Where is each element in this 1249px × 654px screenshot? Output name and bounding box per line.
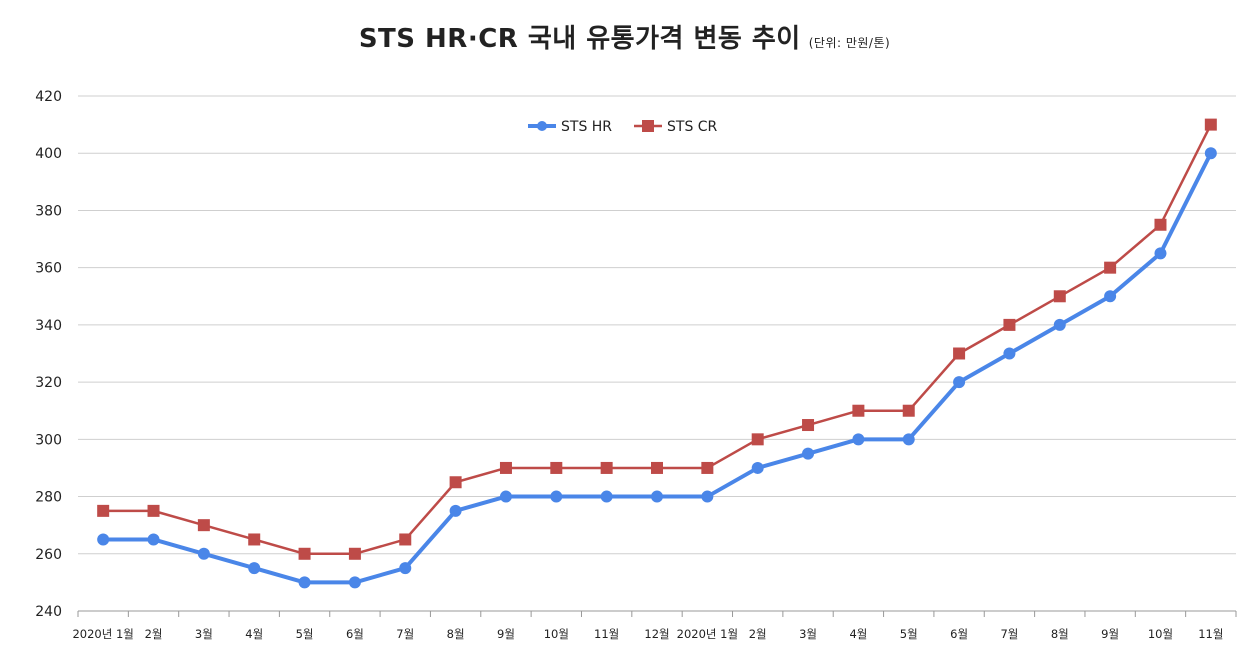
gridlines	[78, 95, 1236, 612]
y-tick-label: 400	[35, 146, 62, 162]
data-point	[802, 447, 815, 460]
series-line	[103, 152, 1213, 585]
x-tick-label: 2월	[145, 627, 163, 641]
data-point	[651, 490, 663, 503]
legend-marker	[537, 121, 547, 131]
data-point	[348, 547, 361, 560]
data-point	[651, 461, 663, 474]
y-tick-label: 260	[35, 547, 62, 563]
data-point	[97, 504, 110, 517]
x-tick-label: 6월	[950, 627, 968, 641]
data-point	[1053, 318, 1066, 331]
data-point	[802, 419, 815, 432]
data-point	[701, 490, 714, 503]
chart-title: STS HR·CR 국내 유통가격 변동 추이 (단위: 만원/톤)	[0, 18, 1249, 55]
data-point	[1204, 118, 1217, 131]
data-point	[1204, 147, 1217, 160]
data-point	[1003, 347, 1016, 360]
data-point	[953, 347, 966, 360]
data-point	[298, 547, 311, 560]
data-point	[550, 490, 563, 503]
data-point	[399, 533, 412, 546]
data-point	[248, 533, 261, 546]
data-point	[1154, 247, 1167, 260]
y-tick-label: 360	[35, 261, 62, 277]
data-point	[701, 461, 714, 474]
x-tick-label: 2020년 1월	[72, 627, 133, 641]
x-tick-label: 4월	[849, 627, 867, 641]
y-tick-label: 420	[35, 89, 62, 105]
x-tick-label: 8월	[1051, 627, 1069, 641]
y-tick-label: 280	[35, 490, 62, 506]
legend-label: STS HR	[561, 119, 612, 135]
data-point	[1154, 218, 1167, 231]
data-point	[147, 533, 160, 546]
data-point	[600, 490, 613, 503]
data-point	[147, 504, 160, 517]
y-tick-label: 240	[35, 604, 62, 620]
y-tick-label: 340	[35, 318, 62, 334]
chart-unit-label: (단위: 만원/톤)	[808, 36, 891, 50]
data-point	[1104, 261, 1117, 274]
series-line	[103, 124, 1212, 556]
data-point	[97, 533, 110, 546]
data-point	[499, 490, 512, 503]
data-point	[449, 476, 462, 489]
y-axis: 240 260 280 300 320 340 360 380 400 420	[35, 89, 62, 620]
x-tick-label: 12월	[644, 627, 669, 641]
x-tick-label: 8월	[447, 627, 465, 641]
x-axis: 2020년 1월 2월 3월 4월 5월 6월 7월 8월 9월 10월 11월 12월 2020년 1…	[72, 611, 1237, 641]
data-point	[600, 461, 613, 474]
legend-label: STS CR	[667, 119, 718, 135]
x-tick-label: 10월	[1148, 627, 1173, 641]
data-point	[197, 547, 210, 560]
x-tick-label: 10월	[544, 627, 569, 641]
x-tick-label: 2월	[749, 627, 767, 641]
data-point	[197, 519, 210, 532]
data-point	[248, 562, 261, 575]
x-tick-label: 9월	[1101, 627, 1119, 641]
x-tick-label: 5월	[296, 627, 314, 641]
data-point	[298, 576, 311, 589]
data-point	[550, 461, 563, 474]
data-point	[852, 404, 865, 417]
data-point	[399, 562, 412, 575]
y-tick-label: 300	[35, 432, 62, 448]
data-point	[449, 504, 462, 517]
data-point	[902, 433, 915, 446]
x-tick-label: 11월	[1198, 627, 1223, 641]
data-point	[499, 461, 512, 474]
series-group	[97, 118, 1217, 589]
data-point	[902, 404, 915, 417]
x-tick-label: 11월	[594, 627, 619, 641]
data-point	[953, 376, 966, 389]
data-point	[1003, 318, 1016, 331]
legend: STS HR STS CR	[528, 119, 718, 135]
x-tick-label: 5월	[900, 627, 918, 641]
x-tick-label: 9월	[497, 627, 515, 641]
data-point	[1053, 290, 1066, 303]
x-tick-label: 3월	[195, 627, 213, 641]
data-point	[1104, 290, 1117, 303]
data-point	[852, 433, 865, 446]
x-tick-label: 7월	[1000, 627, 1018, 641]
data-point	[751, 433, 764, 446]
y-tick-label: 380	[35, 203, 62, 219]
data-point	[751, 461, 764, 474]
x-tick-label: 7월	[396, 627, 414, 641]
x-tick-label: 4월	[245, 627, 263, 641]
legend-marker	[642, 120, 654, 132]
x-tick-label: 6월	[346, 627, 364, 641]
chart-title-text: STS HR·CR 국내 유통가격 변동 추이	[358, 24, 801, 54]
data-point	[348, 576, 361, 589]
x-tick-label: 2020년 1월	[677, 627, 738, 641]
x-tick-label: 3월	[799, 627, 817, 641]
y-tick-label: 320	[35, 375, 62, 391]
